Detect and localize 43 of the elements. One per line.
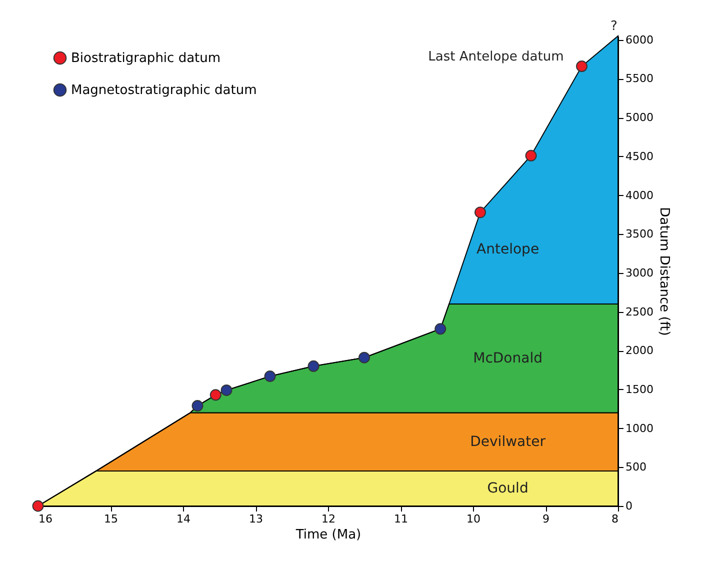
x-tick-label: 13 <box>249 512 263 526</box>
x-tick-label: 11 <box>394 512 408 526</box>
series-label: Antelope <box>476 242 540 258</box>
y-tick-label: 1000 <box>626 422 654 435</box>
legend-label: Magnetostratigraphic datum <box>71 83 257 98</box>
point <box>576 60 588 72</box>
point <box>210 389 222 401</box>
y-tick-label: 1500 <box>626 382 654 396</box>
point <box>434 323 446 335</box>
series-label: Gould <box>487 480 528 497</box>
x-axis-title: Time (Ma) <box>294 528 362 542</box>
point <box>264 370 276 382</box>
x-tick-label: 10 <box>466 512 480 526</box>
annotation: Last Antelope datum <box>428 49 564 64</box>
x-tick-label: 9 <box>542 512 550 526</box>
y-tick-label: 500 <box>626 460 646 474</box>
point <box>358 352 370 364</box>
y-tick-label: 4500 <box>626 150 654 163</box>
y-tick-label: 5500 <box>626 72 654 86</box>
point <box>308 360 320 372</box>
x-tick-label: 8 <box>612 512 618 526</box>
y-tick-label: 2500 <box>626 305 654 318</box>
point <box>192 400 204 412</box>
y-tick-label: 3000 <box>626 266 654 280</box>
x-tick-label: 14 <box>176 512 190 526</box>
point <box>220 384 232 396</box>
x-tick-label: 15 <box>104 512 118 526</box>
series-label: Devilwater <box>470 434 546 450</box>
y-tick-label: 3500 <box>626 228 654 241</box>
x-tick-label: 16 <box>38 512 52 526</box>
y-tick-label: 2000 <box>626 344 654 358</box>
y-tick-label: 0 <box>626 500 632 512</box>
y-axis-title: Datum Distance (ft) <box>656 207 672 336</box>
point <box>474 206 486 218</box>
legend-label: Biostratigraphic datum <box>71 51 221 66</box>
point <box>525 150 537 162</box>
series-label: McDonald <box>473 350 542 366</box>
y-tick-label: 5000 <box>626 111 654 124</box>
point <box>32 500 44 512</box>
x-tick-label: 12 <box>322 512 336 526</box>
annotation: ? <box>610 19 618 34</box>
y-tick-label: 6000 <box>626 33 654 46</box>
y-tick-label: 4000 <box>626 188 654 202</box>
